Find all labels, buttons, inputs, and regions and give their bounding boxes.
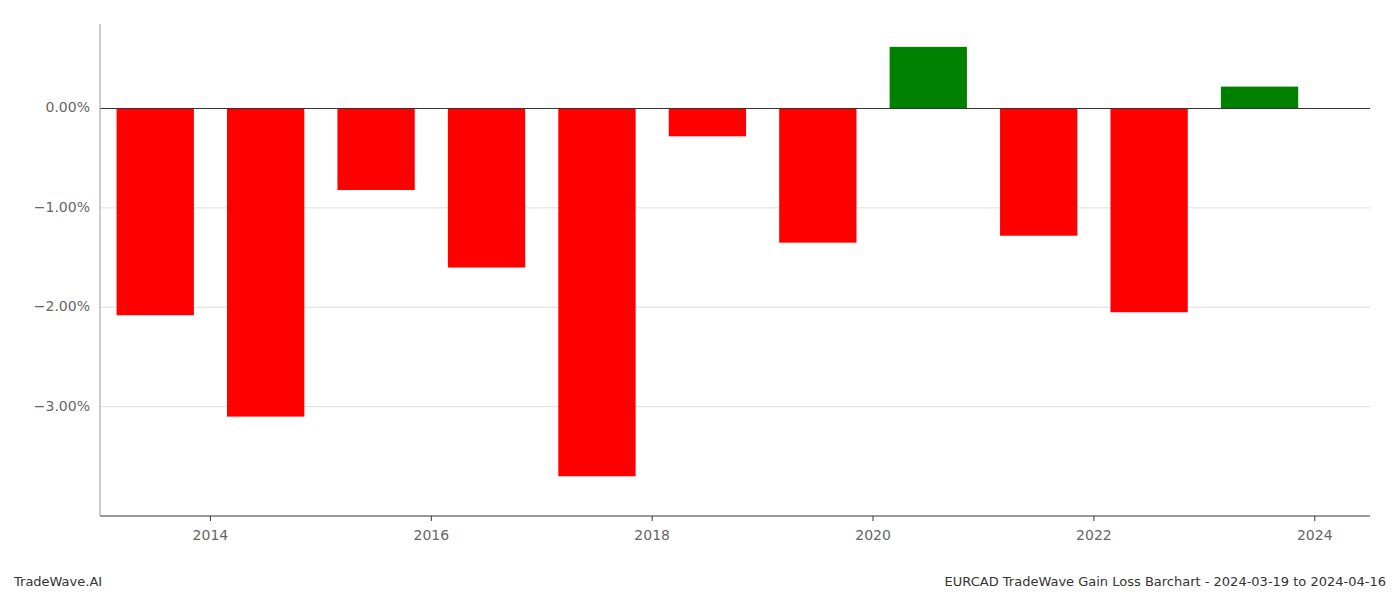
bar [1110, 108, 1187, 312]
footer-left: TradeWave.AI [13, 574, 102, 589]
x-tick-label: 2018 [634, 527, 670, 543]
bar [117, 108, 194, 315]
x-tick-labels: 2014 2016 2018 2020 2022 2024 [193, 516, 1333, 543]
y-tick-label: 0.00% [46, 99, 90, 115]
axes [100, 24, 1370, 516]
bar [890, 47, 967, 109]
x-tick [431, 516, 432, 521]
bar [448, 108, 525, 267]
footer-right: EURCAD TradeWave Gain Loss Barchart - 20… [945, 574, 1386, 589]
zero-line [100, 108, 1370, 109]
x-tick-label: 2022 [1076, 527, 1112, 543]
y-tick-labels: 0.00% −1.00% −2.00% −3.00% [34, 99, 90, 413]
y-axis-line [100, 24, 101, 516]
bar [558, 108, 635, 476]
x-tick-label: 2020 [855, 527, 891, 543]
x-tick [873, 516, 874, 521]
bar [227, 108, 304, 416]
chart-svg: 0.00%−1.00%−2.00%−3.00%20142016201820202… [0, 0, 1400, 600]
bar [337, 108, 414, 190]
x-tick-label: 2016 [413, 527, 449, 543]
bar [1221, 87, 1298, 109]
chart-container: 0.00%−1.00%−2.00%−3.00%20142016201820202… [0, 0, 1400, 600]
bar [669, 108, 746, 136]
y-tick-label: −3.00% [34, 398, 90, 414]
x-tick [652, 516, 653, 521]
bars [117, 47, 1299, 476]
x-tick [210, 516, 211, 521]
x-tick-label: 2024 [1297, 527, 1333, 543]
bar [779, 108, 856, 242]
y-tick-label: −1.00% [34, 199, 90, 215]
y-tick-label: −2.00% [34, 298, 90, 314]
x-tick [1093, 516, 1094, 521]
grid-line [100, 108, 1370, 109]
x-axis-line [100, 516, 1370, 517]
bar [1000, 108, 1077, 235]
x-tick-label: 2014 [193, 527, 229, 543]
x-tick [1314, 516, 1315, 521]
